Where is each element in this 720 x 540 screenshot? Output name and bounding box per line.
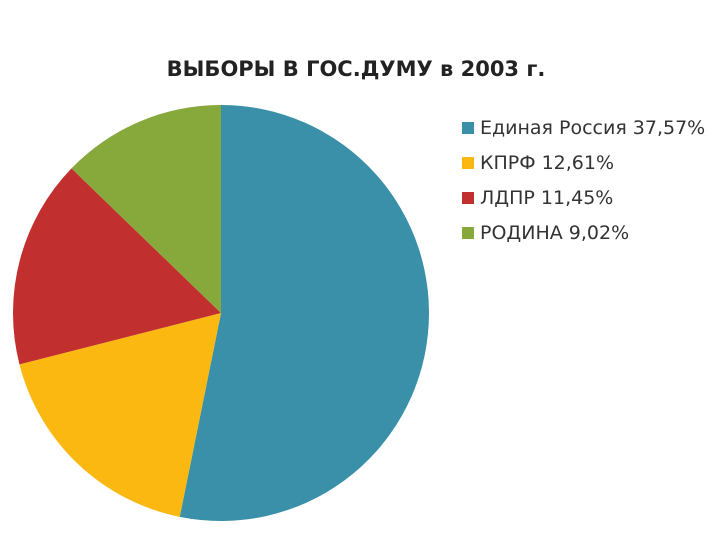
legend-label: КПРФ 12,61% [480,152,614,174]
chart-title: ВЫБОРЫ В ГОС.ДУМУ в 2003 г. [167,57,546,81]
legend-label: Единая Россия 37,57% [480,117,705,139]
legend-value: 9,02% [569,222,629,244]
legend-name: Единая Россия [480,117,627,139]
legend-value: 11,45% [541,187,613,209]
pie-slice [13,168,222,365]
legend-label: РОДИНА 9,02% [480,222,629,244]
legend-name: КПРФ [480,152,536,174]
pie-slice [71,105,222,313]
legend-name: РОДИНА [480,222,563,244]
legend-name: ЛДПР [480,187,535,209]
pie [13,105,429,521]
legend: Единая Россия 37,57% КПРФ 12,61% ЛДПР 11,45% Р… [462,117,705,244]
pie-slice [19,313,221,517]
legend-label: ЛДПР 11,45% [480,187,613,209]
legend-value: 12,61% [542,152,614,174]
legend-swatch [462,192,474,204]
pie-slice [179,105,429,521]
legend-swatch [462,157,474,169]
legend-value: 37,57% [633,117,705,139]
legend-swatch [462,227,474,239]
legend-swatch [462,122,474,134]
